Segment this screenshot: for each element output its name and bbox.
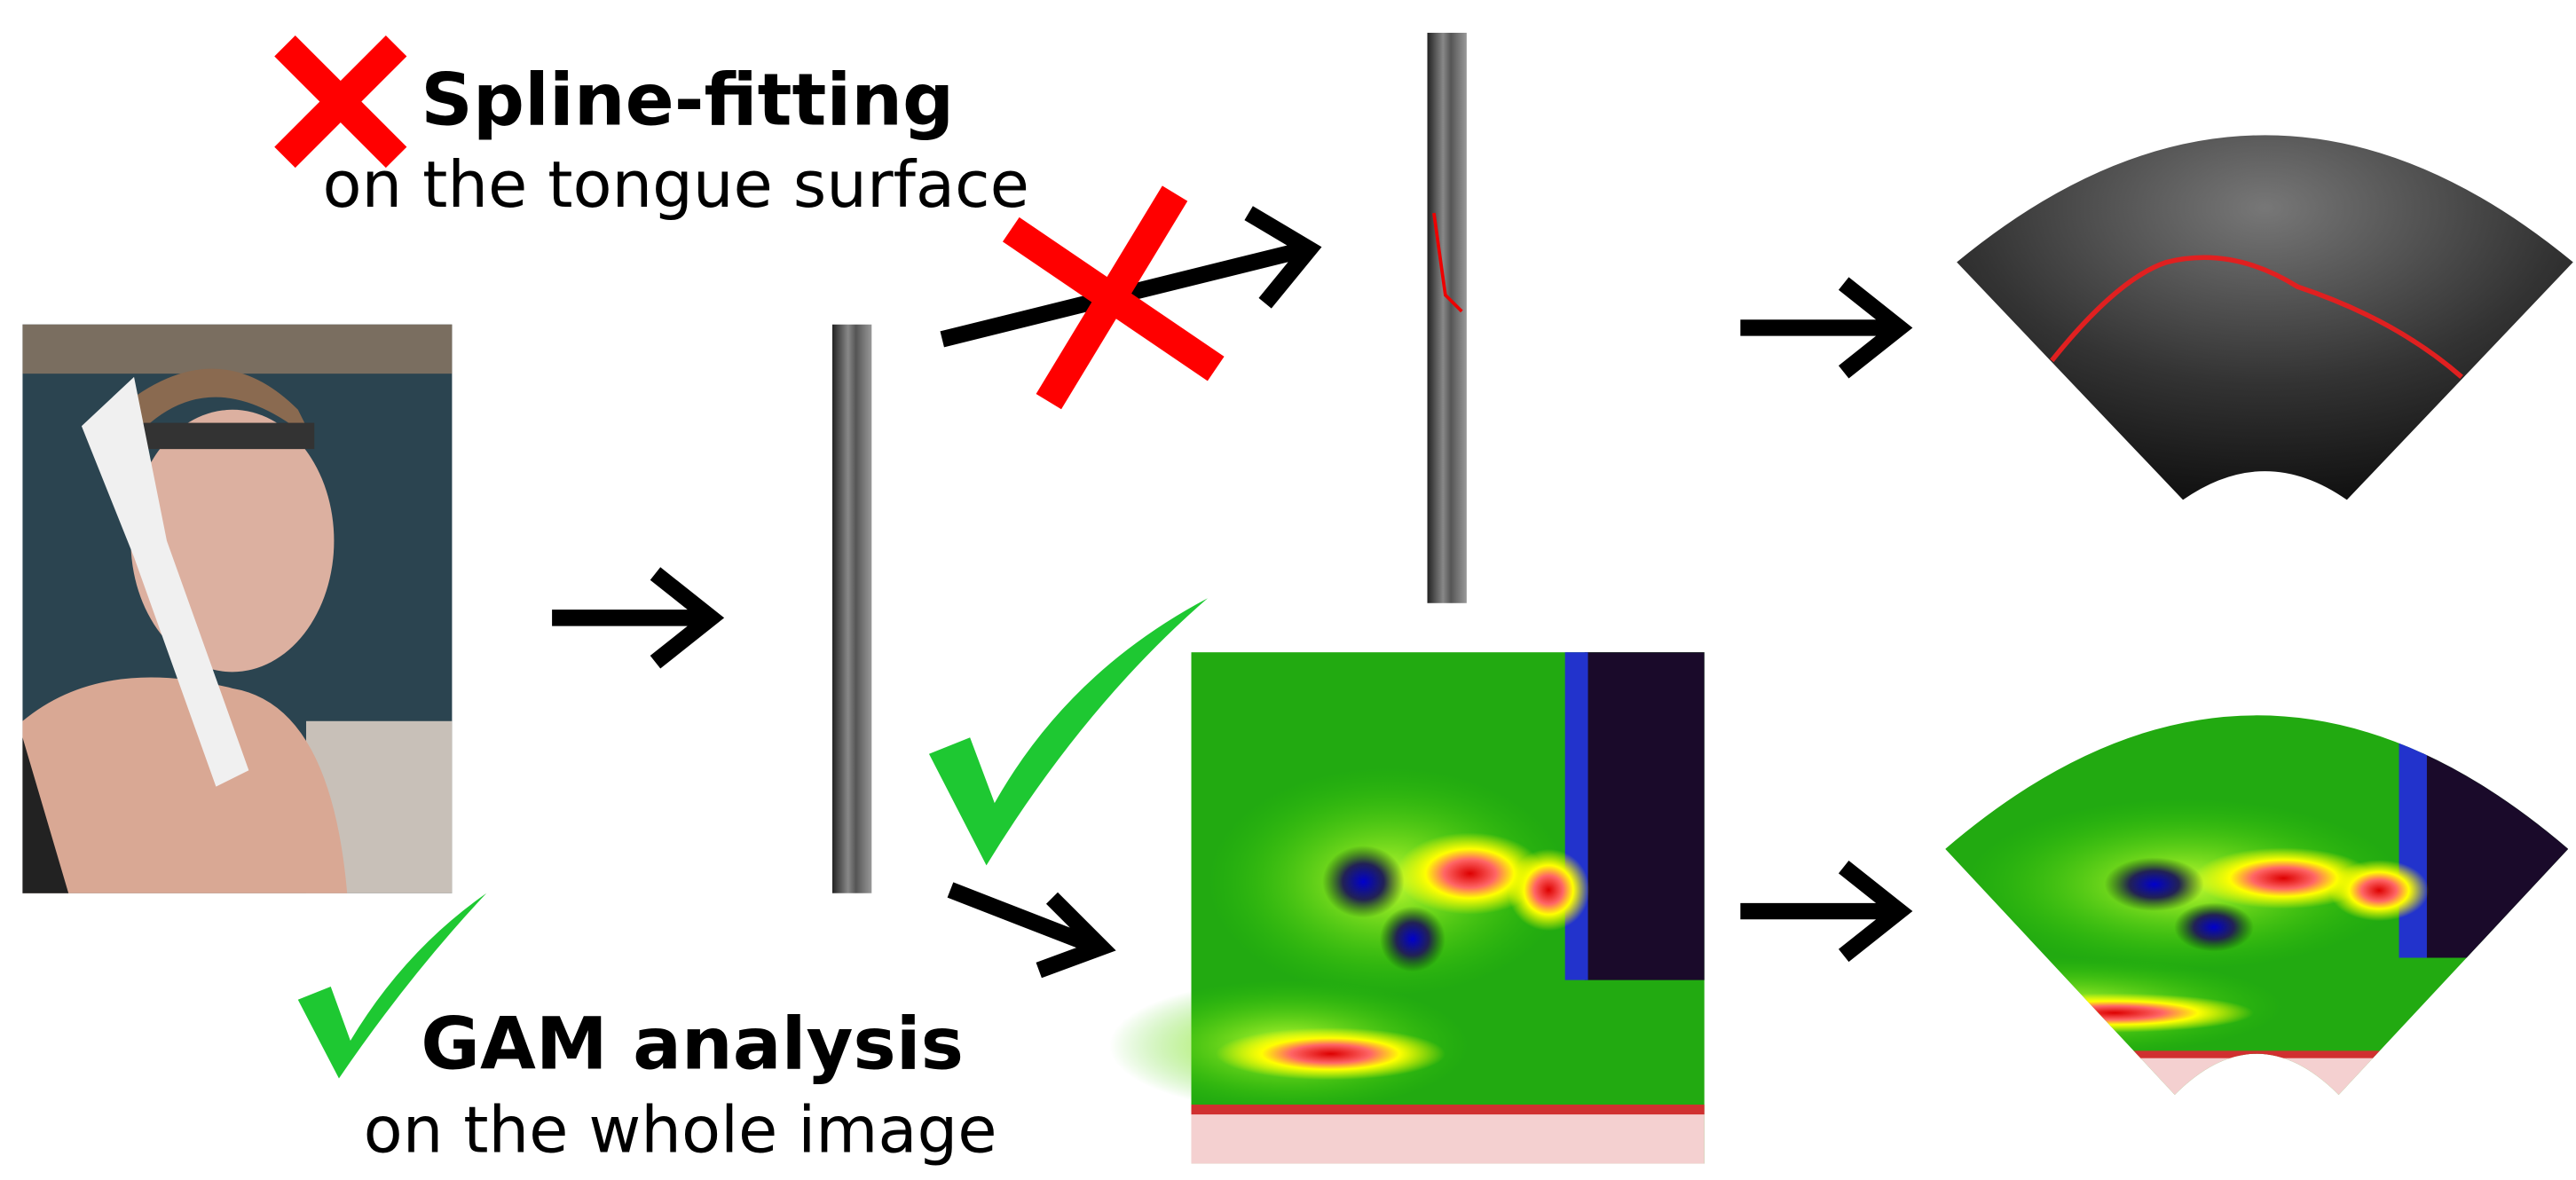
method-title: Spline-fitting bbox=[421, 59, 954, 142]
red-cross-icon bbox=[1011, 193, 1216, 402]
diagram: Spline-fitting on the tongue surface GAM… bbox=[0, 0, 2576, 1180]
gam-heatmap bbox=[1109, 652, 1705, 1163]
red-cross-icon bbox=[285, 46, 397, 158]
method-subtitle: on the whole image bbox=[364, 1093, 997, 1168]
method-subtitle: on the tongue surface bbox=[322, 147, 1028, 222]
arrow bbox=[552, 574, 711, 663]
ultrasound-strip bbox=[832, 325, 871, 893]
arrow bbox=[1740, 284, 1899, 373]
green-check-icon bbox=[929, 598, 1208, 865]
ultrasound-fan bbox=[1957, 135, 2573, 500]
photo bbox=[22, 325, 452, 893]
ultrasound-strip bbox=[1428, 33, 1467, 603]
arrow bbox=[1740, 867, 1899, 956]
gam-heatmap-fan bbox=[1846, 713, 2568, 1096]
arrow bbox=[950, 890, 1101, 971]
method-title: GAM analysis bbox=[421, 1003, 964, 1086]
